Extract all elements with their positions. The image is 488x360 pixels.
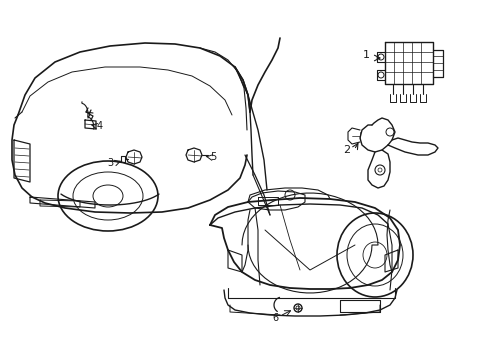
Text: 4: 4: [97, 121, 103, 131]
Text: 1: 1: [362, 50, 369, 60]
Text: 2: 2: [342, 145, 349, 155]
Text: 6: 6: [271, 313, 278, 323]
Text: 5: 5: [209, 152, 216, 162]
Text: 3: 3: [107, 158, 113, 168]
